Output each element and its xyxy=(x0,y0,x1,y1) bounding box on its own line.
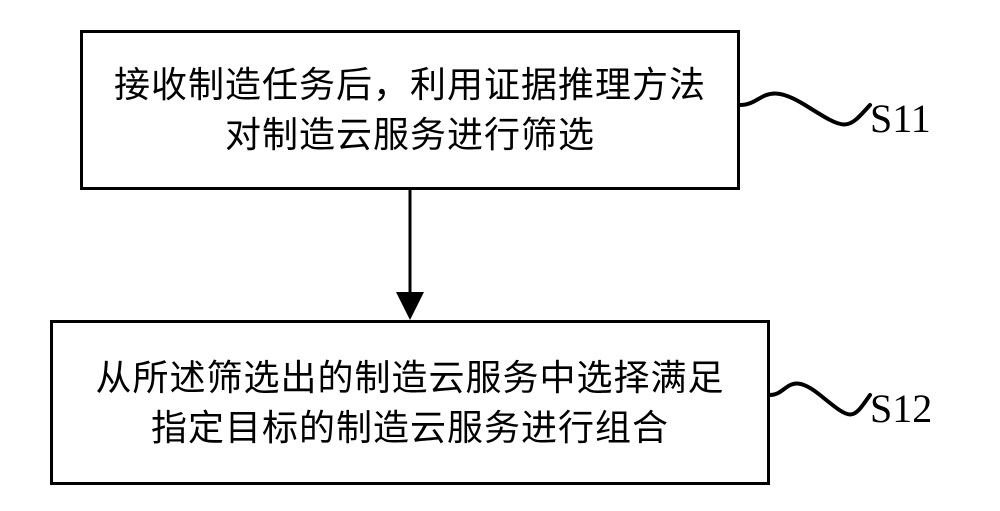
flow-arrow xyxy=(396,190,424,320)
flow-step-1-line1: 接收制造任务后，利用证据推理方法 xyxy=(114,60,706,110)
flowchart-canvas: 接收制造任务后，利用证据推理方法 对制造云服务进行筛选 从所述筛选出的制造云服务… xyxy=(0,0,1000,511)
flow-step-2-line2: 指定目标的制造云服务进行组合 xyxy=(151,403,669,453)
step-label-connector-s12 xyxy=(770,365,870,425)
step-label-s12: S12 xyxy=(870,385,932,432)
step-label-s11: S11 xyxy=(870,95,931,142)
step-label-connector-s11 xyxy=(740,75,870,135)
flow-step-2-line1: 从所述筛选出的制造云服务中选择满足 xyxy=(95,353,724,403)
flow-step-1: 接收制造任务后，利用证据推理方法 对制造云服务进行筛选 xyxy=(80,30,740,190)
flow-step-1-line2: 对制造云服务进行筛选 xyxy=(225,110,595,160)
flow-step-2: 从所述筛选出的制造云服务中选择满足 指定目标的制造云服务进行组合 xyxy=(50,320,770,485)
